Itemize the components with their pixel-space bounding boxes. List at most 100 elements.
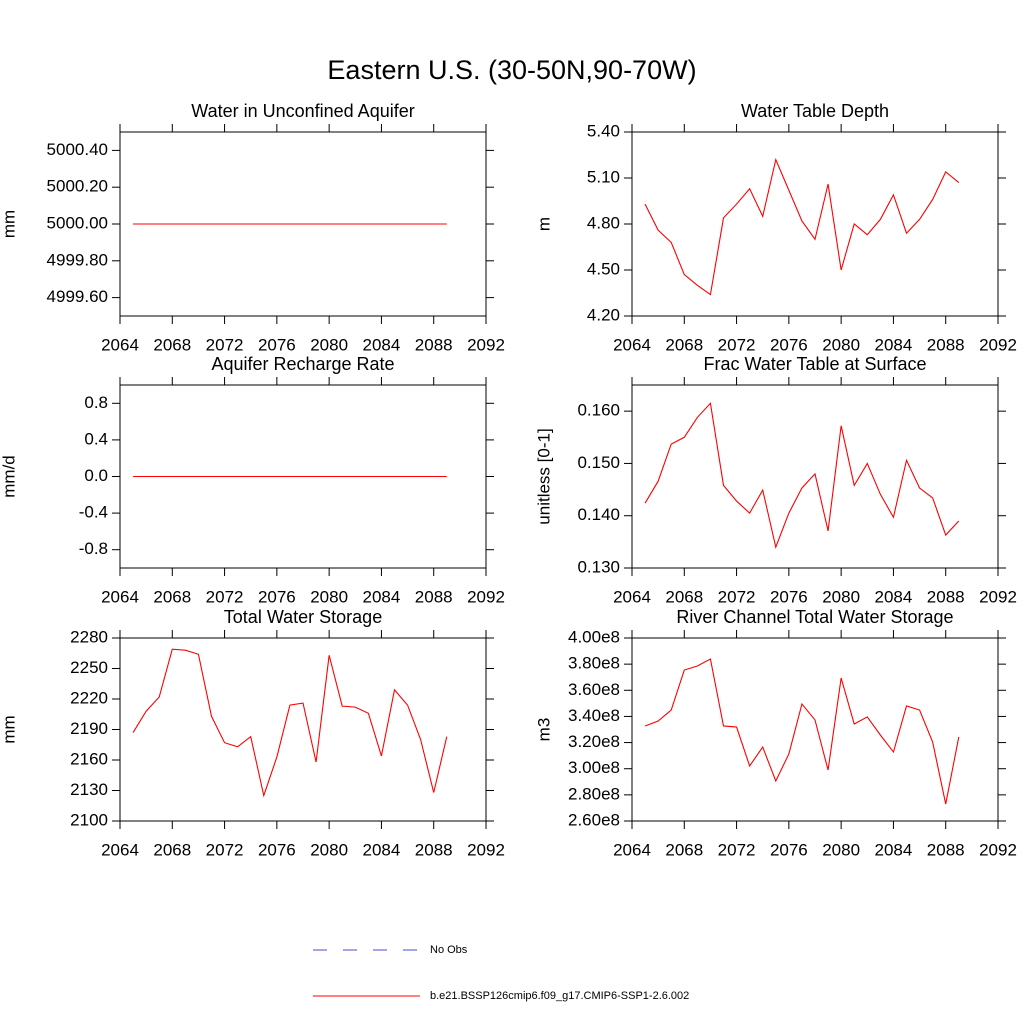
x-tick-label: 2068 [665,335,703,354]
legend-label: b.e21.BSSP126cmip6.f09_g17.CMIP6-SSP1-2.… [430,990,689,1002]
x-tick-label: 2080 [310,587,348,606]
y-tick-label: 2220 [70,688,108,707]
y-tick-label: 4.00e8 [568,627,620,646]
y-tick-label: 0.140 [577,505,620,524]
y-tick-label: 0.150 [577,453,620,472]
y-tick-label: 5.10 [587,167,620,186]
y-tick-label: 0.0 [84,466,108,485]
x-tick-label: 2088 [415,840,453,859]
y-axis-label: m [534,217,553,231]
y-tick-label: 4999.80 [47,250,108,269]
y-tick-label: 2160 [70,749,108,768]
x-tick-label: 2064 [101,335,139,354]
x-tick-label: 2092 [467,587,505,606]
y-tick-label: 0.160 [577,401,620,420]
panel-title: Aquifer Recharge Rate [211,354,394,374]
x-tick-label: 2084 [363,840,401,859]
x-tick-label: 2080 [822,587,860,606]
x-tick-label: 2064 [101,587,139,606]
y-tick-label: 4.50 [587,259,620,278]
y-tick-label: 0.130 [577,557,620,576]
y-tick-label: 5000.40 [47,140,108,159]
x-tick-label: 2092 [979,587,1017,606]
plot-frame [631,637,999,822]
x-tick-label: 2068 [153,587,191,606]
x-tick-label: 2084 [363,335,401,354]
x-tick-label: 2064 [613,840,651,859]
y-tick-label: 5.40 [587,121,620,140]
x-tick-label: 2092 [979,840,1017,859]
x-tick-label: 2084 [875,335,913,354]
x-tick-label: 2080 [822,335,860,354]
x-tick-label: 2068 [665,587,703,606]
x-tick-label: 2084 [875,840,913,859]
y-axis-label: mm [0,210,18,238]
y-axis-label: mm [0,715,18,743]
data-line [644,658,960,805]
panel-title: River Channel Total Water Storage [676,607,953,627]
x-tick-label: 2072 [718,840,756,859]
x-tick-label: 2076 [770,587,808,606]
x-tick-label: 2064 [613,587,651,606]
y-tick-label: 3.40e8 [568,706,620,725]
y-axis-label: mm/d [0,455,18,498]
y-tick-label: 0.4 [84,429,108,448]
y-tick-label: 2190 [70,719,108,738]
x-tick-label: 2088 [927,335,965,354]
panel-title: Water in Unconfined Aquifer [191,101,414,121]
x-tick-label: 2064 [101,840,139,859]
figure-title: Eastern U.S. (30-50N,90-70W) [327,55,696,85]
panel-title: Frac Water Table at Surface [703,354,926,374]
x-tick-label: 2068 [153,335,191,354]
y-tick-label: 5000.20 [47,177,108,196]
x-tick-label: 2088 [927,840,965,859]
x-tick-label: 2068 [665,840,703,859]
plot-frame [631,384,999,569]
data-line [644,157,960,296]
x-tick-label: 2080 [310,840,348,859]
y-tick-label: 4.20 [587,305,620,324]
y-tick-label: 5000.00 [47,213,108,232]
x-tick-label: 2072 [718,335,756,354]
y-tick-label: 4.80 [587,213,620,232]
y-tick-label: 2.60e8 [568,810,620,829]
panel-title: Water Table Depth [741,101,889,121]
y-tick-label: 3.00e8 [568,758,620,777]
y-tick-label: 3.60e8 [568,680,620,699]
plot-frame [631,131,999,317]
x-tick-label: 2088 [415,587,453,606]
x-tick-label: 2068 [153,840,191,859]
x-tick-label: 2072 [206,587,244,606]
x-tick-label: 2080 [822,840,860,859]
y-tick-label: 4999.60 [47,287,108,306]
y-tick-label: 2250 [70,658,108,677]
panel-title: Total Water Storage [224,607,382,627]
data-line [132,648,448,798]
x-tick-label: 2072 [206,840,244,859]
y-axis-label: m3 [534,718,553,742]
y-tick-label: -0.8 [79,539,108,558]
x-tick-label: 2092 [467,335,505,354]
y-tick-label: 2280 [70,627,108,646]
x-tick-label: 2076 [258,587,296,606]
plot-frame [119,637,487,822]
y-tick-label: 2.80e8 [568,784,620,803]
x-tick-label: 2076 [258,840,296,859]
x-tick-label: 2064 [613,335,651,354]
y-tick-label: -0.4 [79,503,108,522]
x-tick-label: 2076 [770,335,808,354]
y-axis-label: unitless [0-1] [534,428,553,524]
x-tick-label: 2076 [258,335,296,354]
x-tick-label: 2076 [770,840,808,859]
y-tick-label: 3.80e8 [568,654,620,673]
x-tick-label: 2072 [206,335,244,354]
x-tick-label: 2088 [415,335,453,354]
y-tick-label: 2100 [70,810,108,829]
y-tick-label: 0.8 [84,393,108,412]
x-tick-label: 2080 [310,335,348,354]
legend-label: No Obs [430,944,468,956]
x-tick-label: 2084 [363,587,401,606]
x-tick-label: 2092 [467,840,505,859]
x-tick-label: 2088 [927,587,965,606]
